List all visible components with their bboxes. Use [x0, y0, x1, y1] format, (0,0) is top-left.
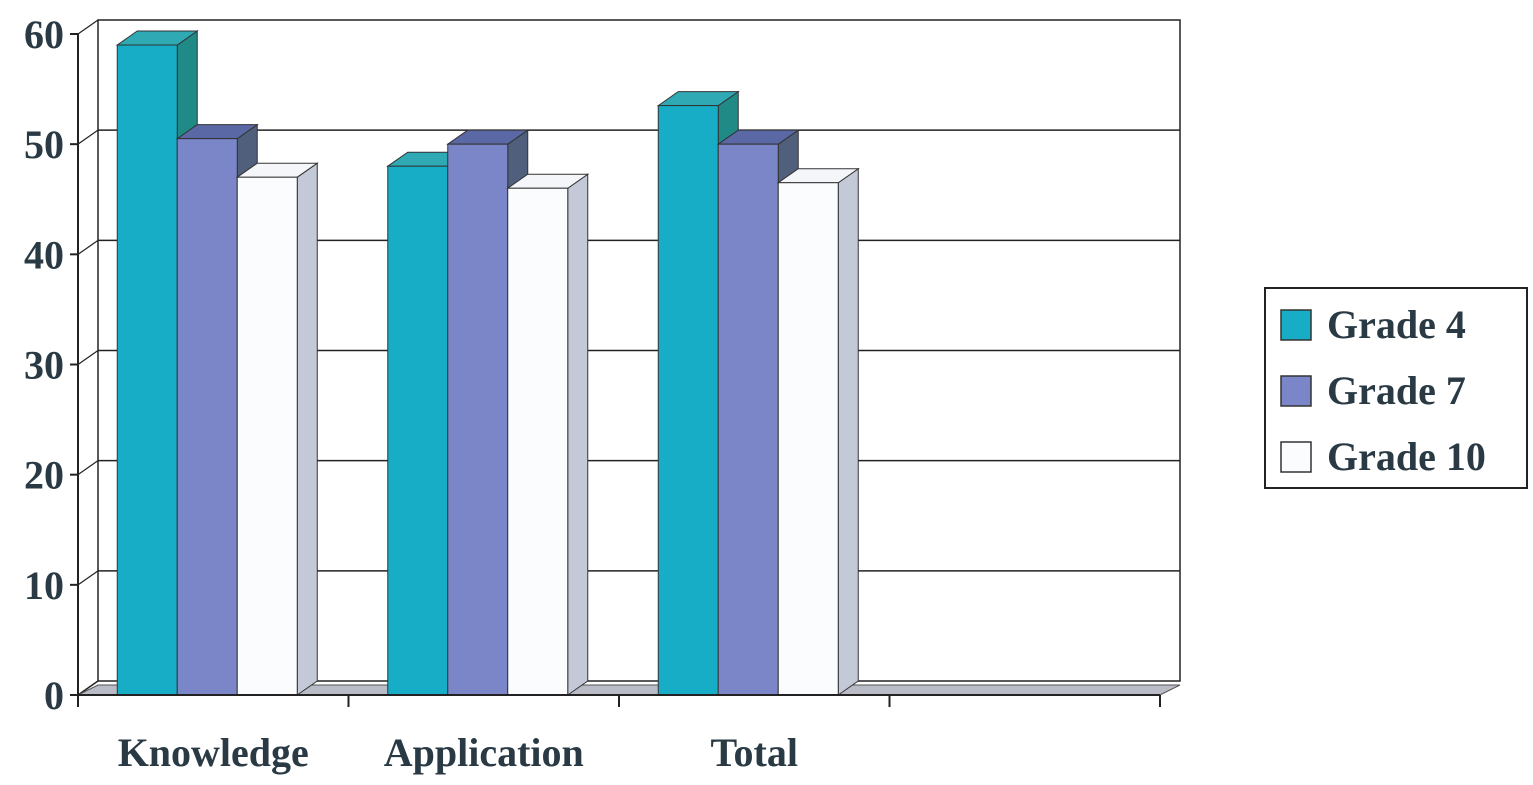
- legend-swatch: [1280, 441, 1312, 473]
- bar-grade-10-total: [777, 182, 839, 696]
- bar-grade-7-application: [447, 143, 509, 696]
- y-tick-label: 60: [24, 12, 64, 57]
- bar-grade-4-application: [387, 165, 449, 696]
- gridline-side: [77, 350, 99, 365]
- x-category-label: Total: [711, 730, 798, 775]
- y-tick-label: 10: [24, 563, 64, 608]
- gridline-side: [77, 19, 99, 35]
- y-tick-label: 0: [44, 673, 64, 718]
- legend-swatch: [1280, 309, 1312, 341]
- bar-grade-10-application: [507, 187, 569, 696]
- chart-bars: [115, 30, 860, 696]
- bar-grade-7-knowledge: [176, 138, 238, 696]
- gridline-side: [77, 239, 99, 255]
- gridline-side: [77, 570, 99, 586]
- bar-side: [837, 167, 859, 696]
- gridline-side: [77, 460, 99, 476]
- chart-axes: 0 10 20 30 40 50 60 Knowledge Application Total: [24, 12, 1161, 775]
- bar-grade-4-knowledge: [116, 44, 178, 696]
- y-tick-label: 50: [24, 122, 64, 167]
- y-tick-label: 20: [24, 453, 64, 498]
- left-wall-edge: [77, 680, 99, 696]
- y-tick-label: 30: [24, 343, 64, 388]
- legend-label: Grade 7: [1327, 368, 1466, 413]
- legend-swatch: [1280, 375, 1312, 407]
- bar-grade-4-total: [657, 105, 719, 696]
- legend-label: Grade 10: [1327, 434, 1486, 479]
- bar-grade-7-total: [717, 143, 779, 696]
- legend-label: Grade 4: [1327, 302, 1466, 347]
- bar-side: [567, 173, 589, 696]
- gridline-side: [77, 129, 99, 145]
- bar-side: [296, 162, 318, 696]
- x-category-label: Knowledge: [118, 730, 309, 775]
- y-tick-label: 40: [24, 232, 64, 277]
- bar-grade-10-knowledge: [236, 176, 298, 696]
- x-category-label: Application: [384, 730, 584, 775]
- chart-legend: Grade 4 Grade 7 Grade 10: [1264, 287, 1528, 489]
